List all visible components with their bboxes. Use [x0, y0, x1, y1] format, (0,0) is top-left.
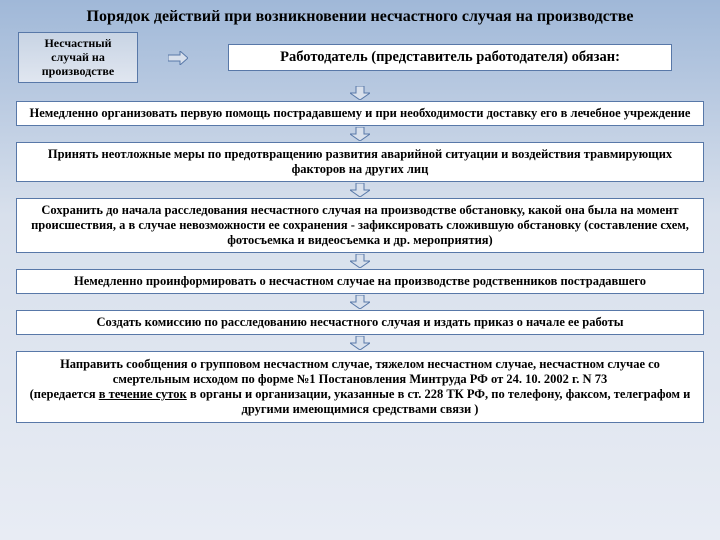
arrow-container [10, 294, 710, 310]
arrow-down-icon [350, 86, 370, 100]
incident-box: Несчастный случай на производстве [18, 32, 138, 83]
step-box: Создать комиссию по расследованию несчас… [16, 310, 704, 335]
employer-header-box: Работодатель (представитель работодателя… [228, 44, 672, 71]
step-box: Сохранить до начала расследования несчас… [16, 198, 704, 253]
page-container: Порядок действий при возникновении несча… [0, 0, 720, 540]
arrow-down-icon [350, 336, 370, 350]
final-underlined: в течение суток [99, 387, 187, 401]
arrow-down-icon [350, 183, 370, 197]
arrow-down-icon [350, 295, 370, 309]
final-part2a: (передается [30, 387, 99, 401]
arrow-right-container [168, 51, 198, 65]
arrow-container [10, 335, 710, 351]
arrow-container [10, 253, 710, 269]
arrow-container [10, 85, 710, 101]
arrow-container [10, 126, 710, 142]
arrow-container [10, 182, 710, 198]
arrow-down-icon [350, 254, 370, 268]
page-title: Порядок действий при возникновении несча… [10, 8, 710, 26]
final-part1: Направить сообщения о групповом несчастн… [60, 357, 660, 386]
arrow-down-icon [350, 127, 370, 141]
top-row: Несчастный случай на производстве Работо… [10, 32, 710, 83]
step-box: Принять неотложные меры по предотвращени… [16, 142, 704, 182]
final-part2b: в органы и организации, указанные в ст. … [187, 387, 691, 416]
step-box: Немедленно организовать первую помощь по… [16, 101, 704, 126]
step-box: Немедленно проинформировать о несчастном… [16, 269, 704, 294]
arrow-right-icon [168, 51, 188, 65]
final-step-box: Направить сообщения о групповом несчастн… [16, 351, 704, 423]
